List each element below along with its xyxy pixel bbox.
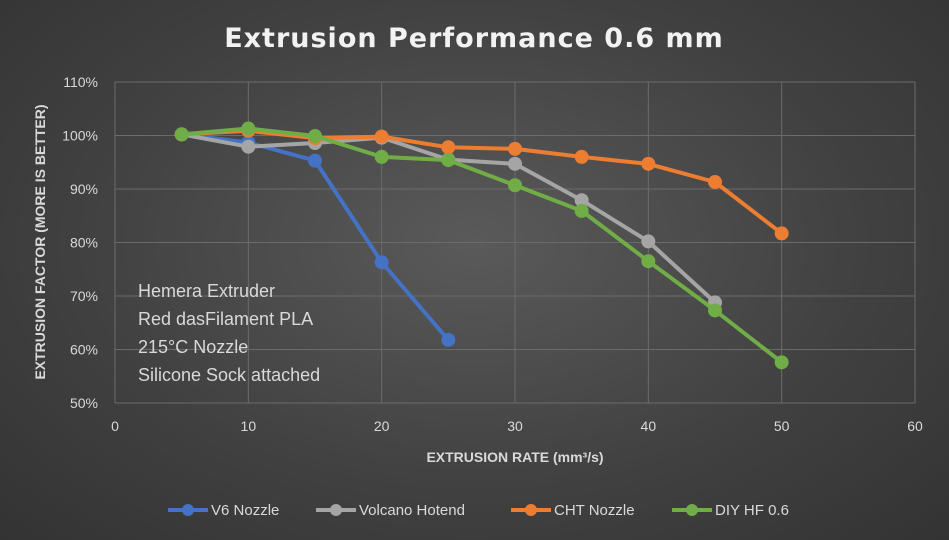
- y-axis-ticks: 50% 60% 70% 80% 90% 100% 110%: [62, 74, 98, 411]
- legend-item: Volcano Hotend: [316, 502, 465, 519]
- data-point: [308, 129, 322, 144]
- data-point: [774, 355, 789, 370]
- data-point: [574, 193, 589, 208]
- legend-label: DIY HF 0.6: [715, 502, 789, 519]
- data-point: [441, 332, 456, 347]
- x-tick-label: 20: [374, 418, 390, 434]
- data-point: [574, 203, 589, 218]
- x-tick-label: 40: [641, 418, 657, 434]
- data-point: [508, 156, 522, 171]
- y-tick-label: 70%: [70, 288, 98, 304]
- data-point: [441, 153, 456, 168]
- legend-item: CHT Nozzle: [511, 502, 635, 519]
- x-tick-label: 50: [774, 418, 790, 434]
- annotation-line: Red dasFilament PLA: [138, 309, 313, 329]
- x-tick-label: 10: [241, 418, 257, 434]
- x-axis-title: EXTRUSION RATE (mm³/s): [426, 449, 603, 465]
- data-point: [641, 254, 656, 269]
- data-point: [374, 129, 389, 144]
- data-point: [374, 149, 389, 164]
- legend-marker: [686, 504, 698, 516]
- legend-marker: [182, 504, 194, 516]
- legend-label: V6 Nozzle: [211, 502, 279, 519]
- series-group: [174, 121, 789, 370]
- data-point: [374, 255, 389, 270]
- series-cht-nozzle: [174, 123, 789, 241]
- x-tick-label: 0: [111, 418, 119, 434]
- legend-marker: [330, 504, 342, 516]
- annotation-line: 215°C Nozzle: [138, 337, 248, 357]
- chart-title: Extrusion Performance 0.6 mm: [224, 23, 724, 54]
- legend-item: DIY HF 0.6: [672, 502, 789, 519]
- annotation-line: Silicone Sock attached: [138, 365, 320, 385]
- y-tick-label: 110%: [63, 74, 98, 90]
- y-tick-label: 80%: [70, 235, 98, 251]
- y-tick-label: 90%: [70, 181, 98, 197]
- data-point: [708, 303, 722, 318]
- annotation-box: Hemera Extruder Red dasFilament PLA 215°C …: [138, 281, 320, 385]
- annotation-line: Hemera Extruder: [138, 281, 275, 301]
- legend-label: CHT Nozzle: [554, 502, 635, 519]
- legend: V6 Nozzle Volcano Hotend CHT Nozzle DIY HF …: [168, 502, 789, 519]
- data-point: [508, 178, 522, 193]
- x-tick-label: 30: [507, 418, 523, 434]
- series-line: [179, 126, 784, 365]
- series-diy-hf-0-6: [174, 121, 789, 370]
- series-line: [179, 128, 784, 236]
- data-point: [574, 149, 589, 164]
- data-point: [708, 175, 722, 190]
- data-point: [641, 234, 656, 249]
- data-point: [174, 127, 189, 142]
- data-point: [241, 121, 256, 136]
- legend-label: Volcano Hotend: [359, 502, 465, 519]
- y-tick-label: 100%: [62, 128, 98, 144]
- data-point: [641, 156, 656, 171]
- x-tick-label: 60: [907, 418, 923, 434]
- data-point: [774, 226, 789, 241]
- data-point: [441, 140, 456, 155]
- legend-marker: [525, 504, 537, 516]
- data-point: [308, 153, 322, 168]
- y-tick-label: 60%: [70, 342, 98, 358]
- legend-item: V6 Nozzle: [168, 502, 279, 519]
- x-axis-ticks: 0 10 20 30 40 50 60: [111, 418, 923, 434]
- data-point: [241, 139, 256, 154]
- y-tick-label: 50%: [70, 395, 98, 411]
- data-point: [508, 141, 522, 156]
- y-axis-title: EXTRUSION FACTOR (MORE IS BETTER): [32, 104, 48, 379]
